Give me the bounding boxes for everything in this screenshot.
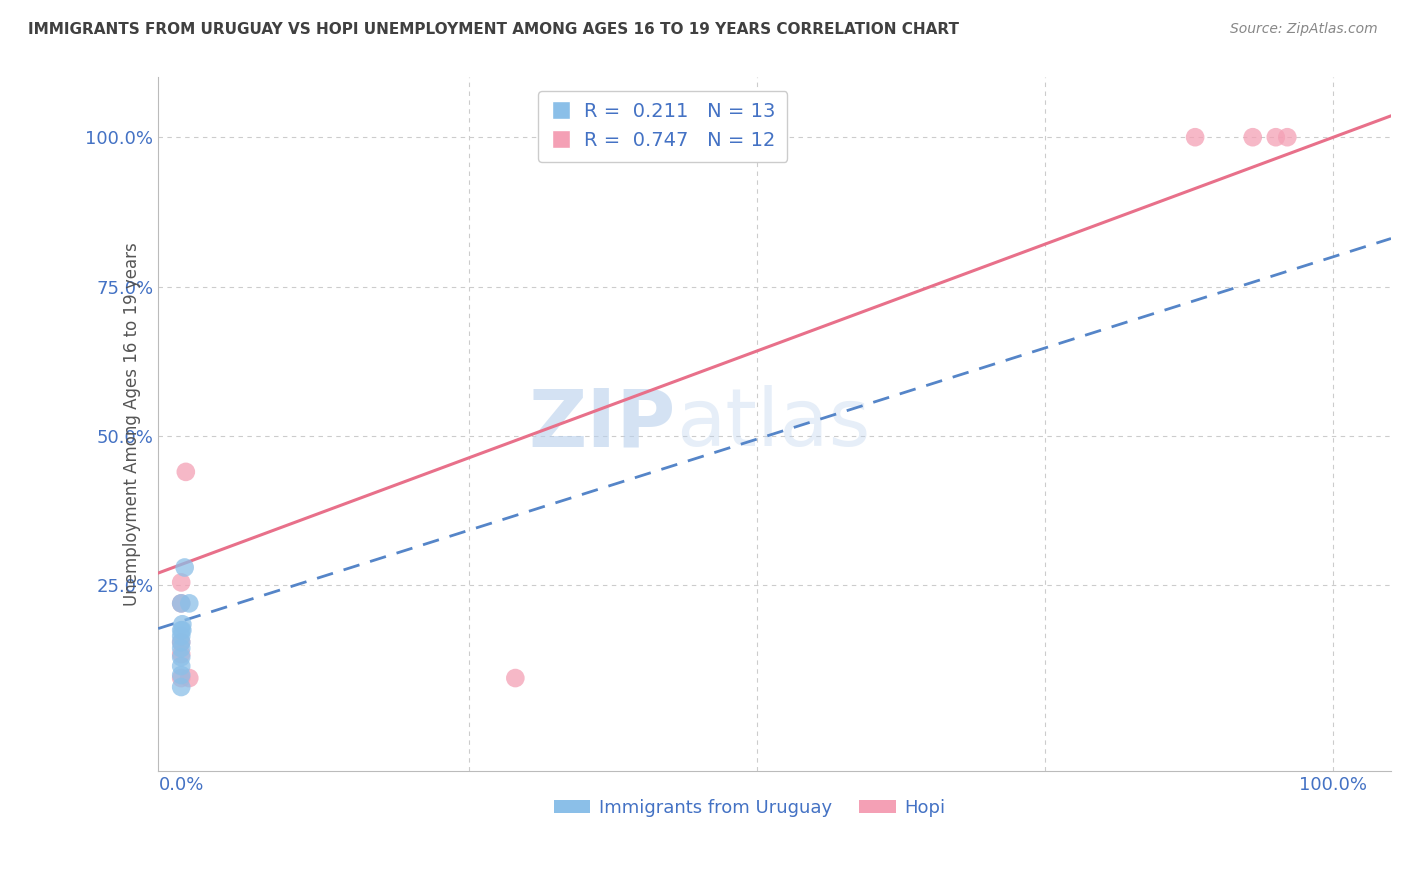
Point	[1241, 130, 1264, 145]
Point	[174, 465, 197, 479]
Point	[170, 668, 193, 682]
Point	[172, 624, 194, 638]
Point	[170, 629, 193, 643]
Point	[172, 617, 194, 632]
Text: IMMIGRANTS FROM URUGUAY VS HOPI UNEMPLOYMENT AMONG AGES 16 TO 19 YEARS CORRELATI: IMMIGRANTS FROM URUGUAY VS HOPI UNEMPLOY…	[28, 22, 959, 37]
Point	[170, 575, 193, 590]
Point	[1277, 130, 1299, 145]
Text: Source: ZipAtlas.com: Source: ZipAtlas.com	[1230, 22, 1378, 37]
Text: atlas: atlas	[676, 385, 870, 463]
Point	[170, 647, 193, 661]
Point	[170, 596, 193, 610]
Point	[170, 671, 193, 685]
Point	[170, 624, 193, 638]
Text: ZIP: ZIP	[529, 385, 676, 463]
Point	[170, 641, 193, 656]
Point	[170, 680, 193, 694]
Point	[170, 650, 193, 665]
Point	[173, 560, 195, 574]
Point	[505, 671, 527, 685]
Point	[1184, 130, 1206, 145]
Point	[1264, 130, 1286, 145]
Point	[179, 671, 201, 685]
Point	[179, 596, 201, 610]
Point	[170, 596, 193, 610]
Legend: Immigrants from Uruguay, Hopi: Immigrants from Uruguay, Hopi	[547, 791, 953, 824]
Point	[170, 635, 193, 649]
Point	[170, 659, 193, 673]
Point	[170, 635, 193, 649]
Y-axis label: Unemployment Among Ages 16 to 19 years: Unemployment Among Ages 16 to 19 years	[124, 243, 142, 606]
